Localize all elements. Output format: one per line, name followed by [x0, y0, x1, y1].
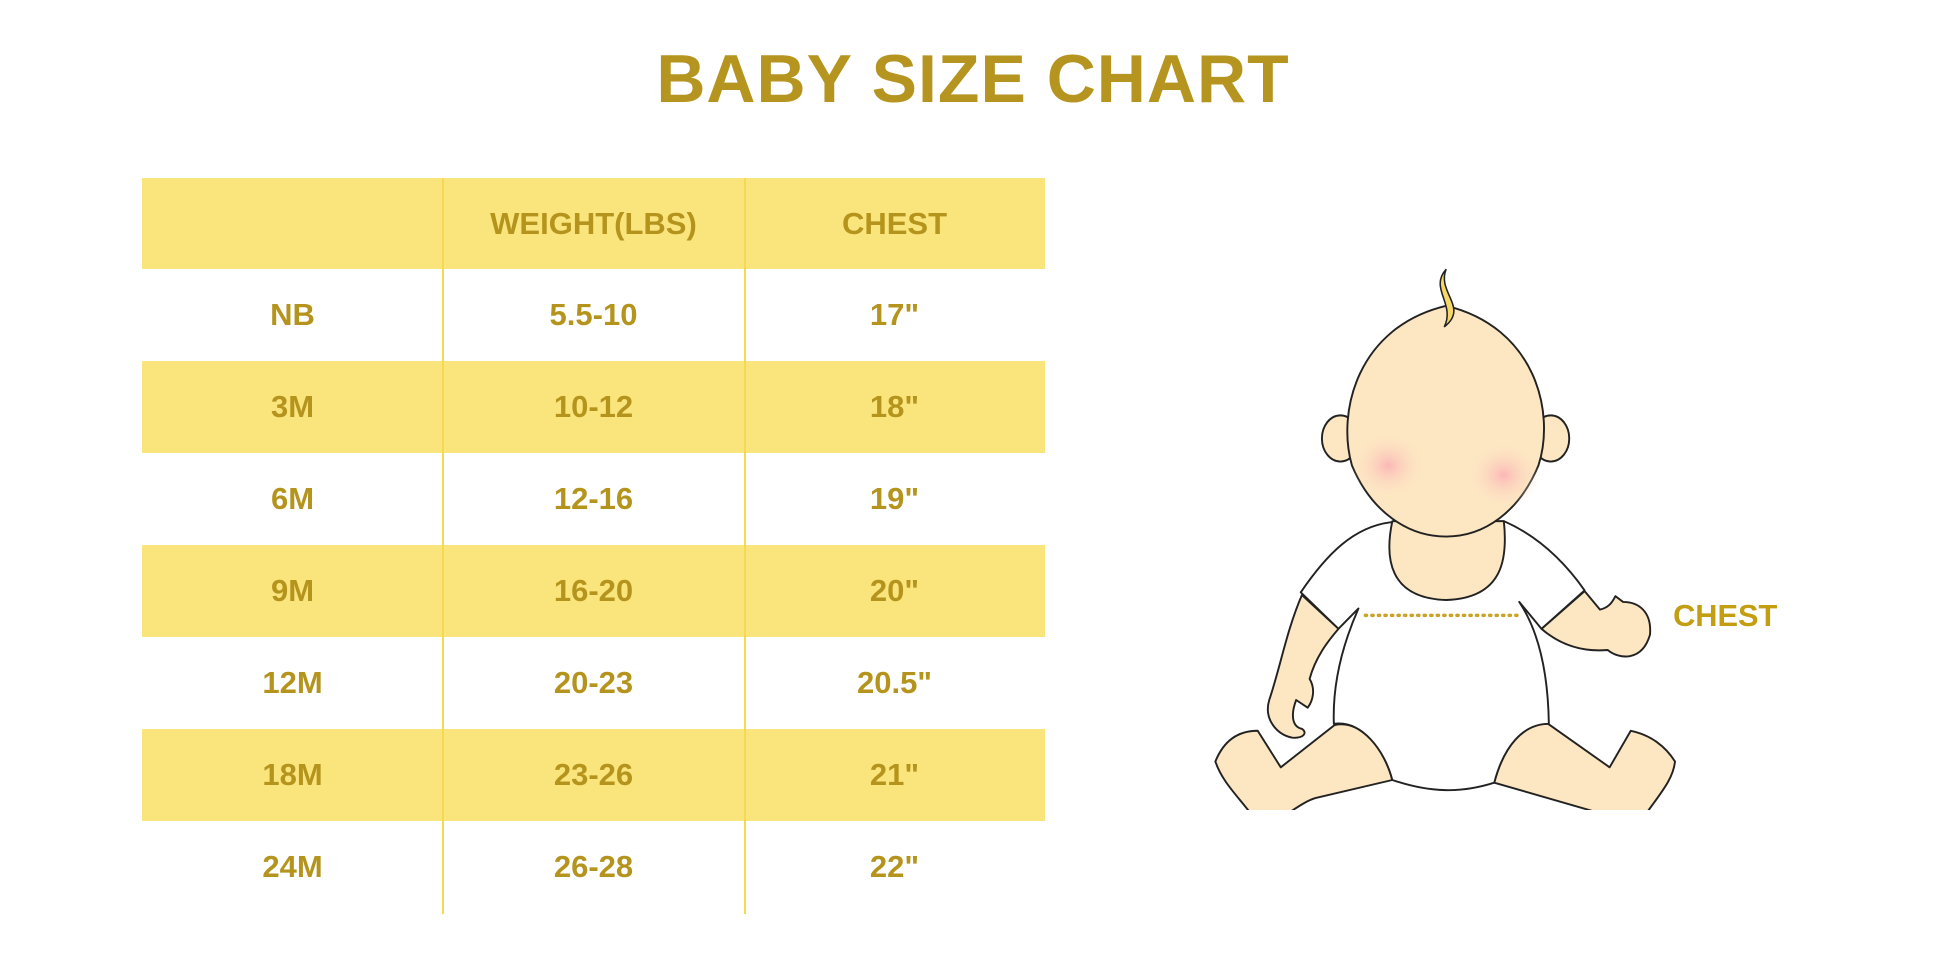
- left-leg: [1214, 723, 1394, 810]
- column-divider: [744, 178, 746, 914]
- onesie: [1299, 520, 1586, 792]
- size-cell: 12M: [262, 665, 323, 700]
- table-header-row: WEIGHT(LBS) CHEST: [142, 178, 1045, 269]
- page-title: BABY SIZE CHART: [656, 41, 1290, 117]
- size-cell: 18M: [262, 757, 323, 792]
- weight-cell: 26-28: [553, 849, 634, 884]
- weight-cell: 16-20: [553, 573, 634, 608]
- size-cell: 3M: [270, 389, 315, 424]
- table-row: NB 5.5-10 17": [142, 269, 1045, 361]
- chest-cell: 17": [869, 297, 920, 332]
- chest-cell: 19": [869, 481, 920, 516]
- weight-cell: 20-23: [553, 665, 634, 700]
- chest-cell: 18": [869, 389, 920, 424]
- table-row: 18M 23-26 21": [142, 729, 1045, 821]
- size-cell: 9M: [270, 573, 315, 608]
- size-chart-table: WEIGHT(LBS) CHEST NB 5.5-10 17" 3M 10-12…: [142, 178, 1045, 913]
- baby-chest-measurement-illustration: CHEST: [1214, 268, 1778, 810]
- chest-cell: 21": [869, 757, 920, 792]
- weight-cell: 12-16: [553, 481, 634, 516]
- hair-curl: [1439, 268, 1455, 328]
- right-leg: [1493, 722, 1676, 810]
- table-row: 12M 20-23 20.5": [142, 637, 1045, 729]
- size-cell: NB: [270, 297, 315, 332]
- header-cell-size: [142, 178, 443, 269]
- header-cell-weight: WEIGHT(LBS): [490, 206, 697, 241]
- right-cheek: [1467, 442, 1541, 508]
- column-divider: [442, 178, 444, 914]
- table-row: 24M 26-28 22": [142, 821, 1045, 913]
- weight-cell: 23-26: [553, 757, 634, 792]
- weight-cell: 10-12: [553, 389, 634, 424]
- weight-cell: 5.5-10: [549, 297, 638, 332]
- neck: [1388, 520, 1506, 601]
- chest-cell: 20.5": [856, 665, 933, 700]
- table-row: 9M 16-20 20": [142, 545, 1045, 637]
- left-cheek: [1351, 432, 1425, 499]
- table-row: 3M 10-12 18": [142, 361, 1045, 453]
- chest-label: CHEST: [1673, 598, 1777, 633]
- right-arm: [1540, 590, 1651, 658]
- chest-cell: 22": [869, 849, 920, 884]
- header-cell-chest: CHEST: [841, 206, 948, 241]
- chest-cell: 20": [869, 573, 920, 608]
- left-arm: [1266, 594, 1340, 739]
- table-row: 6M 12-16 19": [142, 453, 1045, 545]
- size-cell: 24M: [262, 849, 323, 884]
- size-cell: 6M: [270, 481, 315, 516]
